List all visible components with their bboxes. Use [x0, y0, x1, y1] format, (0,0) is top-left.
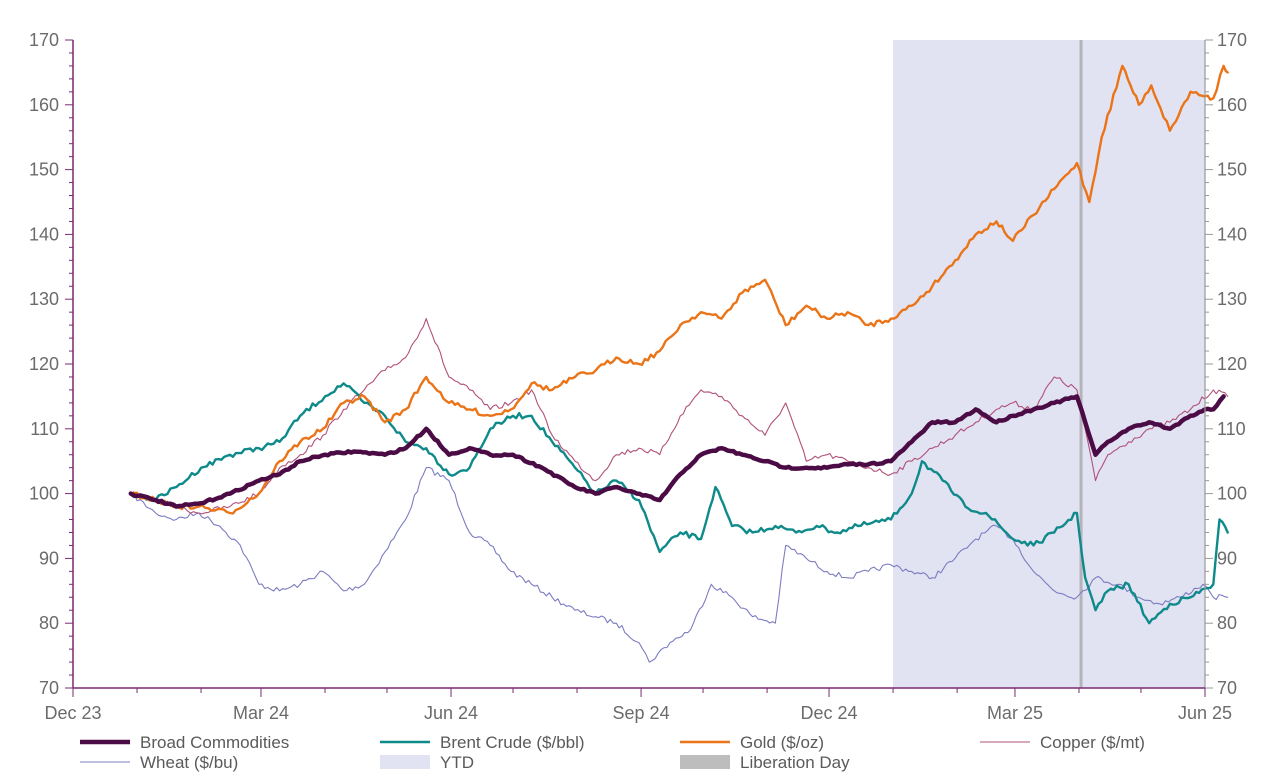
- y-tick-label-right: 170: [1217, 30, 1247, 50]
- legend-item-wheat-bu: Wheat ($/bu): [80, 753, 238, 772]
- x-tick-label: Sep 24: [613, 703, 670, 723]
- x-tick-label: Dec 24: [801, 703, 858, 723]
- series-gold-oz: [129, 64, 1229, 515]
- y-tick-label-right: 160: [1217, 95, 1247, 115]
- y-tick-label-right: 100: [1217, 484, 1247, 504]
- legend-label: YTD: [440, 753, 474, 772]
- x-tick-label: Mar 25: [987, 703, 1043, 723]
- legend-item-gold-oz: Gold ($/oz): [680, 733, 824, 752]
- series-brent-crude-bbl: [129, 382, 1229, 625]
- series-wheat-bu: [130, 466, 1229, 663]
- series-lines: [128, 64, 1229, 663]
- y-tick-label-left: 80: [39, 613, 59, 633]
- x-tick-label: Dec 23: [44, 703, 101, 723]
- y-tick-label-left: 170: [29, 30, 59, 50]
- y-tick-label-right: 140: [1217, 224, 1247, 244]
- legend-label: Brent Crude ($/bbl): [440, 733, 585, 752]
- legend-swatch: [680, 755, 730, 769]
- ytd-region: [893, 40, 1205, 688]
- legend-label: Wheat ($/bu): [140, 753, 238, 772]
- y-tick-label-right: 130: [1217, 289, 1247, 309]
- y-tick-label-left: 110: [30, 419, 59, 439]
- ytd-shaded-region: [893, 40, 1205, 688]
- y-tick-label-right: 90: [1217, 548, 1237, 568]
- y-tick-label-right: 150: [1217, 160, 1247, 180]
- legend-item-copper-mt: Copper ($/mt): [980, 733, 1145, 752]
- x-tick-label: Mar 24: [233, 703, 289, 723]
- axes: 70 70 80 80 90 90 100 100 110 110 120 120 130 130 140 1…: [29, 30, 1247, 723]
- y-tick-label-right: 70: [1217, 678, 1237, 698]
- y-tick-label-left: 100: [29, 484, 59, 504]
- y-tick-label-left: 90: [39, 548, 59, 568]
- series-copper-mt: [130, 318, 1229, 515]
- y-tick-label-left: 120: [29, 354, 59, 374]
- legend-label: Liberation Day: [740, 753, 850, 772]
- y-tick-label-right: 80: [1217, 613, 1237, 633]
- y-tick-label-left: 130: [29, 289, 59, 309]
- series-broad-commodities: [128, 394, 1226, 509]
- x-tick-label: Jun 24: [424, 703, 478, 723]
- legend-label: Copper ($/mt): [1040, 733, 1145, 752]
- legend-label: Broad Commodities: [140, 733, 289, 752]
- legend: Broad Commodities Brent Crude ($/bbl) Gold…: [80, 733, 1145, 772]
- y-tick-label-right: 120: [1217, 354, 1247, 374]
- legend-swatch: [380, 755, 430, 769]
- y-tick-label-left: 160: [29, 95, 59, 115]
- x-tick-label: Jun 25: [1178, 703, 1232, 723]
- legend-item-brent-crude-bbl: Brent Crude ($/bbl): [380, 733, 585, 752]
- y-tick-label-left: 150: [29, 160, 59, 180]
- y-tick-label-left: 70: [39, 678, 59, 698]
- y-tick-label-right: 110: [1217, 419, 1246, 439]
- legend-item-broad-commodities: Broad Commodities: [80, 733, 289, 752]
- legend-item-liberation-day: Liberation Day: [680, 753, 850, 772]
- y-tick-label-left: 140: [29, 224, 59, 244]
- legend-label: Gold ($/oz): [740, 733, 824, 752]
- legend-item-ytd: YTD: [380, 753, 474, 772]
